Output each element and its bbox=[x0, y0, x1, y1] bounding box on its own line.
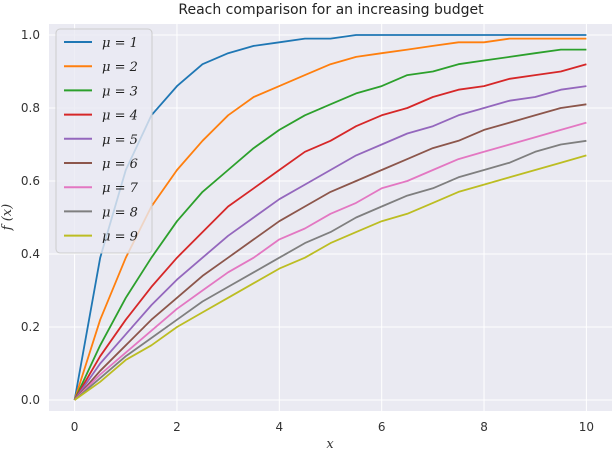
x-tick-label: 2 bbox=[173, 420, 181, 434]
y-tick-label: 0.6 bbox=[21, 174, 40, 188]
legend: μ = 1 μ = 2 μ = 3 μ = 4 μ = 5 μ = 6 μ = 7 μ = 8… bbox=[55, 28, 153, 254]
x-tick-label: 4 bbox=[275, 420, 283, 434]
series-line-9 bbox=[74, 154, 587, 401]
x-axis-label: x bbox=[326, 437, 334, 452]
y-tick-label: 0.0 bbox=[21, 393, 40, 407]
legend-label: μ = 7 bbox=[102, 181, 139, 196]
legend-label: μ = 1 bbox=[102, 36, 138, 51]
series-line-4 bbox=[73, 63, 587, 401]
series-layer bbox=[73, 34, 587, 401]
tick-labels: 0 2 4 6 8 10 0.0 0.2 0.4 0.6 0.8 1.0 bbox=[21, 28, 594, 434]
series-line-2 bbox=[73, 37, 587, 401]
chart-title: Reach comparison for an increasing budge… bbox=[178, 2, 484, 18]
legend-label: μ = 4 bbox=[102, 109, 138, 124]
legend-label: μ = 6 bbox=[102, 157, 138, 172]
legend-label: μ = 5 bbox=[102, 133, 138, 148]
legend-box bbox=[55, 28, 153, 254]
legend-label: μ = 3 bbox=[102, 84, 138, 99]
x-tick-label: 0 bbox=[71, 420, 79, 434]
y-tick-label: 0.2 bbox=[21, 320, 40, 334]
series-line-3 bbox=[73, 48, 587, 401]
y-tick-label: 1.0 bbox=[21, 28, 40, 42]
series-line-8 bbox=[74, 139, 587, 401]
y-tick-label: 0.4 bbox=[21, 247, 40, 261]
series-line-7 bbox=[73, 121, 587, 401]
x-tick-label: 6 bbox=[378, 420, 386, 434]
legend-label: μ = 2 bbox=[102, 60, 138, 75]
legend-label: μ = 9 bbox=[102, 230, 138, 245]
x-tick-label: 10 bbox=[579, 420, 594, 434]
y-tick-label: 0.8 bbox=[21, 101, 40, 115]
legend-label: μ = 8 bbox=[102, 205, 138, 220]
series-line-6 bbox=[73, 103, 587, 401]
x-tick-label: 8 bbox=[480, 420, 488, 434]
series-line-1 bbox=[73, 34, 587, 401]
y-axis-label: f (x) bbox=[0, 204, 15, 231]
series-line-5 bbox=[73, 85, 587, 401]
